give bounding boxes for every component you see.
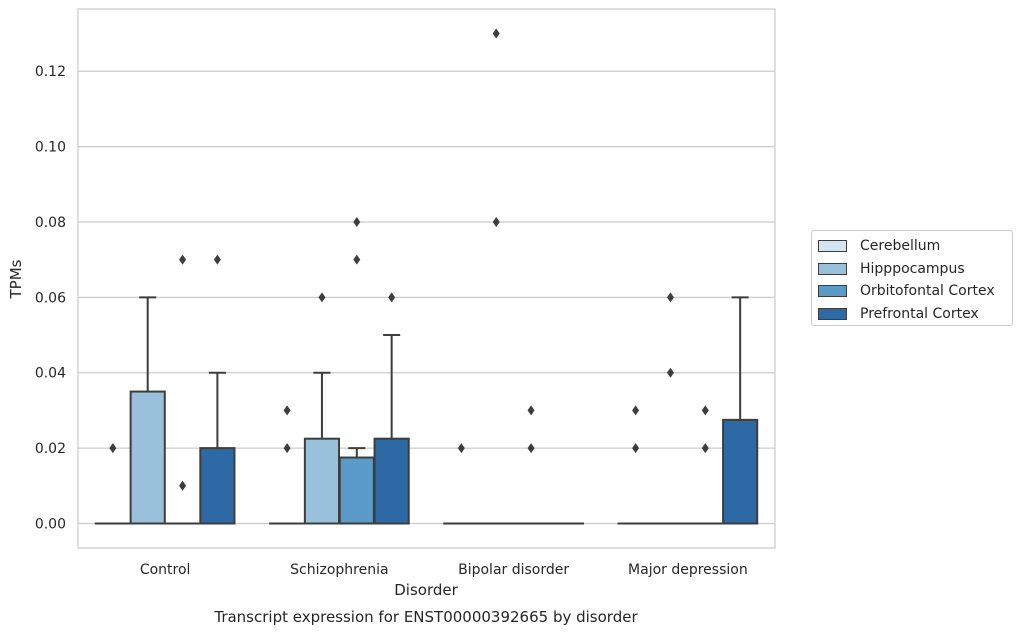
- legend-swatch: [818, 285, 847, 298]
- plot-marks: [94, 28, 759, 525]
- box: [722, 418, 759, 525]
- legend-label: Cerebellum: [860, 238, 941, 255]
- outlier-point: [179, 254, 187, 265]
- legend-label: Hipppocampus: [860, 260, 965, 277]
- legend-swatch: [818, 262, 847, 275]
- y-tick-labels: 0.00 0.02 0.04 0.06 0.08 0.10 0.12: [35, 64, 66, 532]
- outlier-point: [492, 216, 500, 227]
- box: [373, 437, 410, 525]
- outlier-point: [318, 292, 326, 303]
- legend-label: Prefrontal Cortex: [860, 305, 979, 322]
- outlier-point: [666, 367, 674, 378]
- gridlines: [78, 70, 775, 525]
- legend-item: Cerebellum: [818, 235, 1012, 258]
- outlier-point: [527, 405, 535, 416]
- outlier-point: [632, 443, 640, 454]
- outlier-point: [388, 292, 396, 303]
- legend-swatch: [818, 307, 847, 320]
- box: [129, 390, 166, 525]
- legend: Cerebellum Hipppocampus Orbitofontal Corte…: [811, 230, 1013, 326]
- y-tick-label: 0.04: [35, 366, 66, 382]
- legend-item: Prefrontal Cortex: [818, 303, 1012, 326]
- x-tick-label: Bipolar disorder: [458, 562, 569, 578]
- outlier-point: [353, 216, 361, 227]
- y-tick-label: 0.00: [35, 517, 66, 533]
- y-axis-label: TPMs: [7, 259, 25, 299]
- legend-item: Hipppocampus: [818, 258, 1012, 281]
- x-tick-label: Control: [140, 562, 191, 578]
- legend-label: Orbitofontal Cortex: [860, 283, 995, 300]
- outlier-point: [213, 254, 221, 265]
- x-tick-label: Major depression: [628, 562, 748, 578]
- outlier-point: [632, 405, 640, 416]
- x-tick-labels: Control Schizophrenia Bipolar disorder Majo…: [140, 562, 748, 578]
- y-tick-label: 0.08: [35, 215, 66, 231]
- outlier-point: [283, 443, 291, 454]
- outlier-point: [109, 443, 117, 454]
- legend-swatch: [818, 240, 847, 253]
- outlier-point: [527, 443, 535, 454]
- y-tick-label: 0.10: [35, 140, 66, 156]
- outlier-point: [701, 405, 709, 416]
- outlier-point: [666, 292, 674, 303]
- y-tick-label: 0.02: [35, 441, 66, 457]
- box: [199, 447, 236, 525]
- outlier-point: [179, 480, 187, 491]
- x-tick-label: Schizophrenia: [290, 562, 388, 578]
- y-tick-label: 0.06: [35, 290, 66, 306]
- outlier-point: [283, 405, 291, 416]
- box: [338, 456, 375, 525]
- y-tick-label: 0.12: [35, 64, 66, 80]
- box: [303, 437, 341, 525]
- plot-frame: [77, 8, 776, 549]
- outlier-point: [353, 254, 361, 265]
- x-axis-label: Disorder: [394, 581, 458, 599]
- outlier-point: [701, 443, 709, 454]
- outlier-point: [457, 443, 465, 454]
- legend-item: Orbitofontal Cortex: [818, 280, 1012, 303]
- chart-title: Transcript expression for ENST0000039266…: [213, 608, 638, 626]
- outlier-point: [492, 28, 500, 39]
